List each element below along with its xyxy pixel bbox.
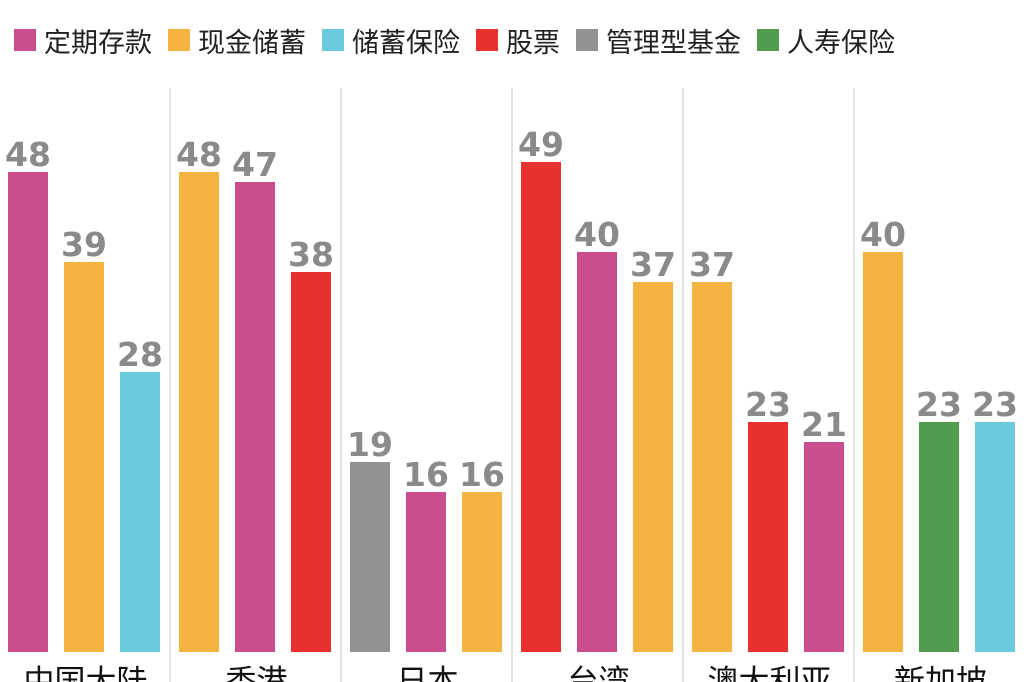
value-label: 16 <box>459 455 505 494</box>
legend-label: 储蓄保险 <box>352 27 460 59</box>
value-label: 28 <box>117 335 163 374</box>
legend-item: 股票 <box>476 21 560 60</box>
bar <box>179 172 219 652</box>
value-label: 40 <box>860 215 906 254</box>
bar <box>462 492 502 652</box>
bar <box>804 442 844 652</box>
value-label: 40 <box>574 215 620 254</box>
value-label: 39 <box>61 225 107 264</box>
legend-item: 定期存款 <box>14 21 152 60</box>
bar <box>521 162 561 652</box>
bar <box>8 172 48 652</box>
bar <box>863 252 903 652</box>
bar <box>120 372 160 652</box>
bar <box>64 262 104 652</box>
value-label: 23 <box>972 385 1018 424</box>
bar <box>291 272 331 652</box>
category-label: 日本 <box>397 664 459 682</box>
value-label: 38 <box>288 235 334 274</box>
value-label: 23 <box>745 385 791 424</box>
bar <box>975 422 1015 652</box>
bar <box>406 492 446 652</box>
bar <box>748 422 788 652</box>
legend-item: 储蓄保险 <box>322 21 460 60</box>
legend-swatch <box>757 29 779 51</box>
value-label: 21 <box>801 405 847 444</box>
value-label: 19 <box>347 425 393 464</box>
legend-item: 人寿保险 <box>757 21 895 60</box>
legend-label: 定期存款 <box>44 27 152 59</box>
legend-label: 现金储蓄 <box>198 27 306 59</box>
bar <box>692 282 732 652</box>
value-label: 47 <box>232 145 278 184</box>
legend-swatch <box>576 29 598 51</box>
legend-label: 管理型基金 <box>606 27 741 59</box>
bar <box>235 182 275 652</box>
legend-swatch <box>322 29 344 51</box>
value-label: 48 <box>176 135 222 174</box>
legend-label: 股票 <box>506 27 560 59</box>
value-label: 37 <box>689 245 735 284</box>
value-label: 49 <box>518 125 564 164</box>
legend-item: 管理型基金 <box>576 21 741 60</box>
value-label: 16 <box>403 455 449 494</box>
chart-legend: 定期存款 现金储蓄 储蓄保险 股票 管理型基金 人寿保险 <box>0 18 1024 62</box>
category-label: 台湾 <box>568 664 630 682</box>
value-label: 48 <box>5 135 51 174</box>
legend-swatch <box>476 29 498 51</box>
category-label: 新加坡 <box>894 664 987 682</box>
category-label: 澳大利亚 <box>708 664 832 682</box>
category-label: 中国大陆 <box>24 664 148 682</box>
value-label: 23 <box>916 385 962 424</box>
legend-swatch <box>168 29 190 51</box>
legend-label: 人寿保险 <box>787 27 895 59</box>
bar <box>577 252 617 652</box>
bar <box>919 422 959 652</box>
category-label: 香港 <box>226 664 288 682</box>
legend-swatch <box>14 29 36 51</box>
bar <box>633 282 673 652</box>
bar <box>350 462 390 652</box>
value-label: 37 <box>630 245 676 284</box>
legend-item: 现金储蓄 <box>168 21 306 60</box>
